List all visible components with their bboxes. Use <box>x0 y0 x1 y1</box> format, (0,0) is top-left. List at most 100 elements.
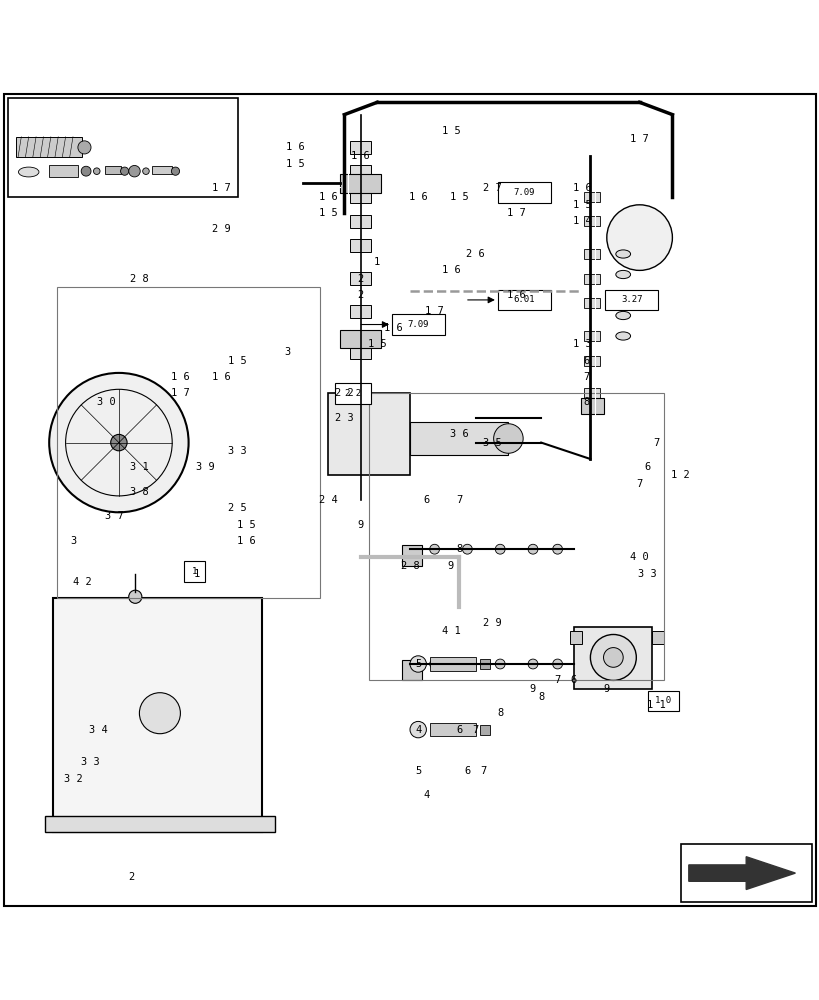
Bar <box>573 627 651 689</box>
Text: 8: 8 <box>537 692 544 702</box>
Bar <box>391 314 445 335</box>
Circle shape <box>462 544 472 554</box>
Text: 4 0: 4 0 <box>630 552 648 562</box>
Text: 1 6: 1 6 <box>507 290 525 300</box>
Text: 7: 7 <box>554 675 560 685</box>
Bar <box>583 298 600 308</box>
Text: 3 3: 3 3 <box>638 569 656 579</box>
Text: 7: 7 <box>636 479 642 489</box>
Text: 2 3: 2 3 <box>335 413 353 423</box>
Bar <box>369 393 663 680</box>
Text: 3 9: 3 9 <box>196 462 214 472</box>
Ellipse shape <box>615 291 630 299</box>
Bar <box>430 657 475 671</box>
Bar <box>583 249 600 259</box>
Text: 3 3: 3 3 <box>81 757 99 767</box>
Text: 2 8: 2 8 <box>130 274 148 284</box>
Circle shape <box>139 693 180 734</box>
Bar <box>8 98 238 197</box>
Bar <box>479 659 489 669</box>
Bar <box>604 290 658 310</box>
Circle shape <box>462 659 472 669</box>
Text: 1 5: 1 5 <box>319 208 337 218</box>
Circle shape <box>606 205 672 270</box>
Text: 9: 9 <box>447 561 454 571</box>
Circle shape <box>171 167 179 175</box>
Text: 6: 6 <box>644 462 650 472</box>
Circle shape <box>527 544 537 554</box>
Bar <box>350 190 371 203</box>
Bar <box>497 182 550 203</box>
Text: 1 5: 1 5 <box>368 339 386 349</box>
Bar <box>350 215 371 228</box>
Circle shape <box>410 721 426 738</box>
Text: 1 6: 1 6 <box>441 265 459 275</box>
Text: 6: 6 <box>570 675 577 685</box>
Text: 1 7: 1 7 <box>212 183 230 193</box>
Text: 9: 9 <box>357 520 364 530</box>
Bar <box>350 272 371 285</box>
Text: 1 3: 1 3 <box>572 339 590 349</box>
Text: 6: 6 <box>455 725 462 735</box>
Bar <box>184 561 205 582</box>
Bar <box>53 598 262 832</box>
Circle shape <box>81 166 91 176</box>
Text: 1: 1 <box>193 569 200 579</box>
Ellipse shape <box>615 311 630 320</box>
Text: 7: 7 <box>652 438 658 448</box>
Text: 1 5: 1 5 <box>229 356 247 366</box>
Text: 1: 1 <box>192 567 197 576</box>
Text: 3 2: 3 2 <box>65 774 83 784</box>
Circle shape <box>495 659 505 669</box>
Text: 3 5: 3 5 <box>482 438 500 448</box>
Bar <box>583 192 600 202</box>
Ellipse shape <box>615 332 630 340</box>
Bar <box>410 422 508 455</box>
Text: 7: 7 <box>480 766 486 776</box>
Circle shape <box>78 141 91 154</box>
Text: 2: 2 <box>357 274 364 284</box>
Bar <box>680 844 811 902</box>
Text: 2 9: 2 9 <box>212 224 230 234</box>
Text: 7: 7 <box>582 372 589 382</box>
Text: 1 7: 1 7 <box>630 134 648 144</box>
Bar <box>57 287 319 598</box>
Text: 1: 1 <box>373 257 380 267</box>
Text: 4 1: 4 1 <box>441 626 459 636</box>
Text: 1 6: 1 6 <box>237 536 255 546</box>
Ellipse shape <box>615 270 630 279</box>
Bar <box>401 545 422 566</box>
Circle shape <box>552 659 562 669</box>
Text: 9: 9 <box>603 684 609 694</box>
Text: 1 6: 1 6 <box>572 183 590 193</box>
Bar <box>350 305 371 318</box>
Text: 3 4: 3 4 <box>89 725 107 735</box>
Text: 2 7: 2 7 <box>482 183 500 193</box>
Ellipse shape <box>615 250 630 258</box>
Text: 6: 6 <box>464 766 470 776</box>
Bar <box>583 388 600 398</box>
Circle shape <box>49 373 188 512</box>
Text: 4 2: 4 2 <box>73 577 91 587</box>
Text: 7: 7 <box>472 725 478 735</box>
Text: 1 6: 1 6 <box>319 192 337 202</box>
Text: 1 7: 1 7 <box>425 306 443 316</box>
Text: 2 4: 2 4 <box>319 495 337 505</box>
Circle shape <box>111 434 127 451</box>
Bar <box>647 691 678 711</box>
Text: 6: 6 <box>582 356 589 366</box>
Bar <box>583 331 600 341</box>
Bar <box>497 290 550 310</box>
Circle shape <box>129 165 140 177</box>
Text: 2 2: 2 2 <box>335 388 353 398</box>
Bar <box>580 398 603 414</box>
Bar <box>583 274 600 284</box>
Bar <box>350 239 371 252</box>
Bar <box>350 165 371 179</box>
Text: 3: 3 <box>283 347 290 357</box>
Bar <box>152 166 172 174</box>
Bar <box>569 631 581 644</box>
Circle shape <box>120 167 129 175</box>
Text: 1 2: 1 2 <box>671 470 689 480</box>
Text: 1 7: 1 7 <box>507 208 525 218</box>
